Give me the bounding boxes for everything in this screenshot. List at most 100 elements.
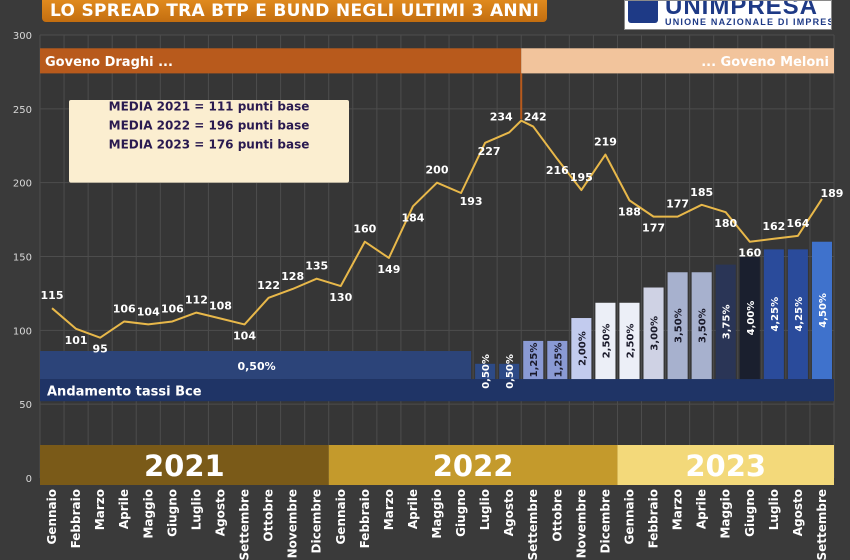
bce-rate-bar: [763, 249, 784, 380]
x-tick-label: Luglio: [767, 489, 781, 530]
government-band: [521, 48, 834, 74]
y-tick-label: 300: [13, 31, 32, 42]
average-label: MEDIA 2021 = 111 punti base: [109, 99, 310, 113]
bce-rate-bar: [739, 256, 760, 380]
bce-rate-bar: [595, 302, 616, 380]
x-tick-label: Aprile: [117, 489, 131, 529]
spread-data-label: 200: [426, 164, 449, 177]
spread-data-label: 160: [738, 247, 761, 260]
average-label: MEDIA 2023 = 176 punti base: [109, 137, 310, 151]
y-tick-label: 50: [19, 400, 32, 411]
bce-rate-bar: [691, 272, 712, 380]
x-tick-label: Dicembre: [598, 489, 612, 553]
y-tick-label: 100: [13, 326, 32, 337]
y-tick-label: 250: [13, 105, 32, 116]
spread-data-label: 227: [478, 145, 501, 158]
x-tick-label: Febbraio: [69, 489, 83, 548]
bce-rate-label: 3,50%: [674, 308, 685, 343]
average-label: MEDIA 2022 = 196 punti base: [109, 118, 310, 132]
year-label: 2022: [433, 449, 514, 483]
spread-data-label: 160: [353, 223, 376, 236]
bce-rate-bar: [715, 264, 736, 380]
x-tick-label: Giugno: [165, 489, 179, 537]
spread-data-label: 185: [690, 186, 713, 199]
spread-data-label: 115: [41, 289, 64, 302]
x-tick-label: Marzo: [93, 489, 107, 530]
x-tick-label: Aprile: [695, 489, 709, 529]
logo-subtitle: UNIONE NAZIONALE DI IMPRESE: [665, 17, 832, 27]
x-tick-label: Ottobre: [550, 489, 564, 542]
bce-base-band: [40, 351, 472, 380]
bce-rate-bar: [571, 318, 592, 380]
spread-data-label: 188: [618, 205, 641, 218]
bce-title: Andamento tassi Bce: [47, 384, 202, 399]
bce-rate-label: 2,50%: [601, 324, 612, 359]
spread-data-label: 189: [820, 187, 843, 200]
x-tick-label: Settembre: [815, 489, 829, 560]
y-tick-label: 200: [13, 179, 32, 190]
x-tick-label: Settembre: [526, 489, 540, 560]
x-tick-label: Gennaio: [622, 489, 636, 545]
logo-name: UNIMPRESA: [665, 0, 819, 20]
year-band: [40, 445, 329, 485]
bce-rate-bar: [643, 287, 664, 380]
x-tick-label: Gennaio: [45, 489, 59, 545]
year-band: [328, 445, 618, 485]
bce-rate-label: 4,00%: [746, 301, 757, 336]
bce-rate-label: 2,50%: [625, 324, 636, 359]
spread-data-label: 180: [714, 217, 737, 230]
bce-rate-label: 3,75%: [722, 304, 733, 339]
x-tick-label: Novembre: [574, 489, 588, 558]
chart-title: LO SPREAD TRA BTP E BUND NEGLI ULTIMI 3 …: [42, 0, 548, 22]
spread-data-label: 177: [642, 222, 665, 235]
bce-rate-bar: [475, 363, 496, 380]
government-label: ... Goveno Meloni: [701, 55, 829, 70]
spread-data-label: 242: [524, 111, 547, 124]
bce-rate-label: 4,50%: [818, 293, 829, 328]
x-tick-label: Dicembre: [310, 489, 324, 553]
spread-data-label: 164: [786, 217, 809, 230]
x-tick-label: Giugno: [743, 489, 757, 537]
x-tick-label: Aprile: [406, 489, 420, 529]
x-tick-label: Marzo: [382, 489, 396, 530]
spread-data-label: 104: [137, 305, 160, 318]
bce-rate-bar: [811, 241, 832, 380]
bce-rate-label: 0,50%: [481, 354, 492, 389]
averages-box: [69, 99, 349, 183]
bce-rate-label: 4,25%: [794, 297, 805, 332]
spread-data-label: 184: [401, 211, 424, 224]
spread-data-label: 112: [185, 294, 208, 307]
bce-rate-label: 1,25%: [529, 343, 540, 378]
bce-rate-label: 3,50%: [698, 308, 709, 343]
x-tick-label: Gennaio: [334, 489, 348, 545]
x-tick-label: Maggio: [719, 489, 733, 539]
spread-data-label: 193: [460, 195, 483, 208]
spread-data-label: 106: [113, 302, 136, 315]
x-tick-label: Novembre: [286, 489, 300, 558]
spread-data-label: 122: [257, 279, 280, 292]
x-tick-label: Maggio: [141, 489, 155, 539]
eu-stars-icon: [628, 1, 658, 23]
spread-line: [51, 119, 823, 339]
bce-title-band: [40, 379, 834, 402]
x-tick-label: Agosto: [502, 489, 516, 536]
government-label: Goveno Draghi ...: [45, 55, 173, 70]
spread-data-label: 234: [490, 110, 513, 123]
bce-rate-label: 0,50%: [505, 354, 516, 389]
spread-data-label: 128: [281, 270, 304, 283]
x-tick-label: Maggio: [430, 489, 444, 539]
x-tick-label: Settembre: [238, 489, 252, 560]
bce-base-label: 0,50%: [237, 360, 275, 373]
spread-data-label: 101: [65, 334, 88, 347]
x-tick-label: Ottobre: [262, 489, 276, 542]
x-tick-label: Giugno: [454, 489, 468, 537]
y-tick-label: 0: [26, 474, 32, 485]
bce-rate-bar: [499, 363, 520, 380]
bce-rate-bar: [619, 302, 640, 380]
year-band: [617, 445, 834, 485]
x-tick-label: Febbraio: [358, 489, 372, 548]
x-tick-label: Agosto: [791, 489, 805, 536]
bce-rate-bar: [523, 340, 544, 380]
